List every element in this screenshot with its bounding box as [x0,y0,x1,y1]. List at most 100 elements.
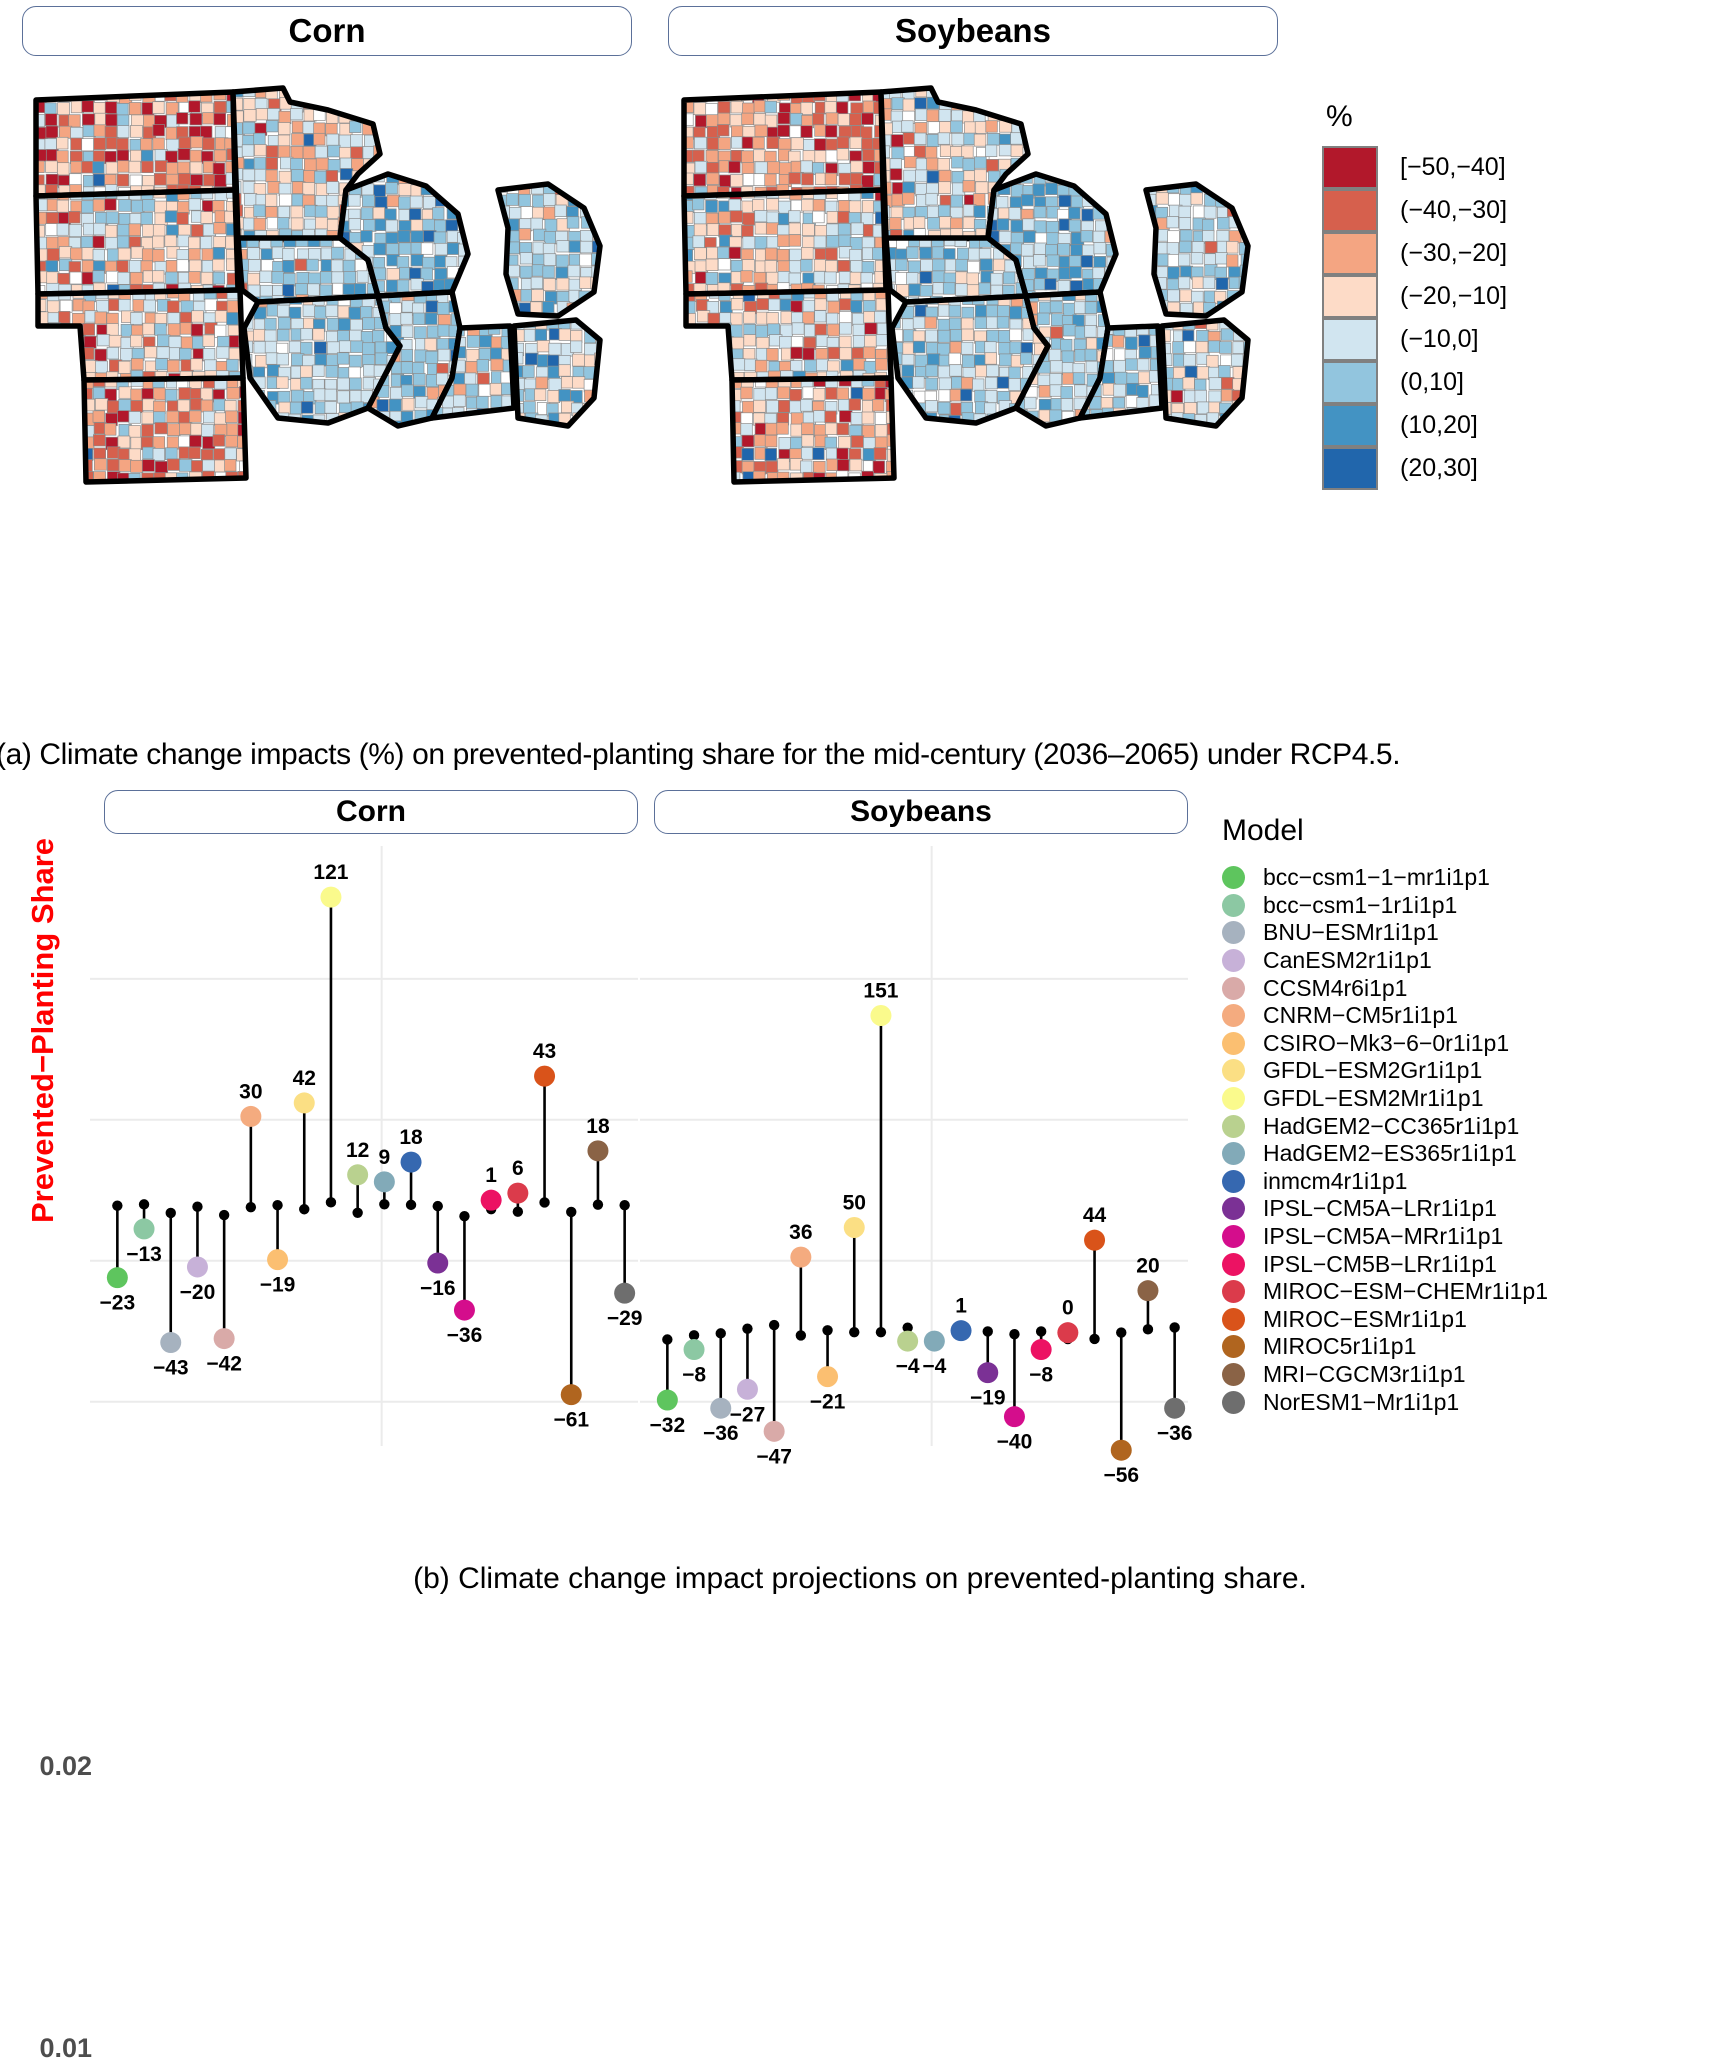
lollipop-item[interactable]: −32 [650,1334,686,1437]
lollipop-item[interactable]: 12 [346,1139,369,1219]
projection-dot[interactable] [1164,1397,1186,1419]
lollipop-item[interactable]: −61 [553,1206,589,1432]
projection-dot[interactable] [1084,1229,1106,1251]
lollipop-item[interactable]: −8 [682,1330,706,1387]
lollipop-item[interactable]: −4 [896,1322,920,1378]
projection-dot[interactable] [293,1092,315,1114]
projection-dot[interactable] [763,1420,785,1442]
model-legend-item[interactable]: CanESM2r1i1p1 [1222,947,1702,975]
model-legend-item[interactable]: IPSL−CM5A−MRr1i1p1 [1222,1223,1702,1251]
model-legend-item[interactable]: MIROC5r1i1p1 [1222,1333,1702,1361]
projection-dot[interactable] [1030,1339,1052,1361]
projection-dot[interactable] [710,1397,732,1419]
model-legend-item[interactable]: inmcm4r1i1p1 [1222,1168,1702,1196]
model-legend-item[interactable]: HadGEM2−CC365r1i1p1 [1222,1112,1702,1140]
lollipop-item[interactable]: −19 [970,1326,1006,1410]
model-legend-item[interactable]: GFDL−ESM2Gr1i1p1 [1222,1057,1702,1085]
lollipop-item[interactable]: 36 [789,1221,813,1341]
projection-dot[interactable] [923,1330,945,1352]
projection-dot[interactable] [870,1005,892,1027]
lollipop-item[interactable]: −36 [447,1210,483,1347]
projection-dot[interactable] [817,1366,839,1388]
projection-dot[interactable] [267,1249,289,1271]
lollipop-item[interactable]: 6 [507,1157,529,1217]
model-legend-item[interactable]: HadGEM2−ES365r1i1p1 [1222,1140,1702,1168]
lollipop-item[interactable]: −56 [1103,1327,1139,1487]
lollipop-item[interactable]: −8 [1029,1326,1053,1387]
projection-dot[interactable] [897,1330,919,1352]
lollipop-item[interactable]: 151 [863,980,899,1338]
projection-dot[interactable] [1003,1406,1025,1428]
projection-dot[interactable] [320,886,342,908]
model-legend-item[interactable]: NorESM1−Mr1i1p1 [1222,1388,1702,1416]
model-legend-item[interactable]: IPSL−CM5A−LRr1i1p1 [1222,1195,1702,1223]
lollipop-item[interactable]: 1 [480,1164,502,1215]
model-legend-item[interactable]: bcc−csm1−1−mr1i1p1 [1222,864,1702,892]
projection-dot[interactable] [977,1362,999,1384]
lollipop-item[interactable]: −4 [922,1330,947,1379]
projection-dot[interactable] [213,1328,235,1350]
projection-dot[interactable] [160,1332,182,1354]
model-legend-item[interactable]: GFDL−ESM2Mr1i1p1 [1222,1085,1702,1113]
model-legend-item[interactable]: MRI−CGCM3r1i1p1 [1222,1361,1702,1389]
lollipop-item[interactable]: 1 [950,1295,972,1342]
projection-dot[interactable] [614,1282,636,1304]
lollipop-item[interactable]: −40 [997,1329,1033,1454]
model-legend-item[interactable]: BNU−ESMr1i1p1 [1222,919,1702,947]
projection-dot[interactable] [790,1246,812,1268]
lollipop-item[interactable]: −27 [730,1323,766,1426]
projection-dot[interactable] [560,1384,582,1406]
lollipop-item[interactable]: −21 [810,1325,846,1414]
projection-dot[interactable] [133,1218,155,1240]
lollipop-item[interactable]: −13 [126,1199,162,1266]
projection-dot[interactable] [656,1389,678,1411]
projection-dot[interactable] [106,1267,128,1289]
projection-dot[interactable] [736,1378,758,1400]
projection-dot[interactable] [1057,1322,1079,1344]
projection-dot[interactable] [534,1065,556,1087]
lollipop-item[interactable]: −36 [1157,1322,1193,1445]
lollipop-item[interactable]: −36 [703,1328,739,1445]
lollipop-item[interactable]: 20 [1136,1255,1160,1335]
model-legend-item[interactable]: bcc−csm1−1r1i1p1 [1222,892,1702,920]
projection-dot[interactable] [453,1299,475,1321]
model-legend-item[interactable]: CNRM−CM5r1i1p1 [1222,1002,1702,1030]
projection-dot[interactable] [240,1105,262,1127]
lollipop-item[interactable]: −20 [180,1201,216,1304]
projection-dot[interactable] [587,1140,609,1162]
lollipop-item[interactable]: 18 [586,1115,610,1210]
model-legend-item[interactable]: MIROC−ESMr1i1p1 [1222,1306,1702,1334]
lollipop-item[interactable]: −19 [260,1199,296,1297]
projection-dot[interactable] [480,1189,502,1211]
projection-dot[interactable] [1137,1280,1159,1302]
lollipop-item[interactable]: 18 [399,1126,423,1211]
projection-dot[interactable] [1110,1439,1132,1461]
lollipop-item[interactable]: −16 [420,1200,456,1300]
lollipop-item[interactable]: 50 [843,1191,866,1338]
model-legend-item[interactable]: MIROC−ESM−CHEMr1i1p1 [1222,1278,1702,1306]
projection-dot[interactable] [347,1164,369,1186]
projection-dot[interactable] [373,1171,395,1193]
projection-dot[interactable] [683,1339,705,1361]
projection-dot[interactable] [400,1151,422,1173]
lollipop-item[interactable]: 43 [533,1040,556,1208]
lollipop-item[interactable]: −29 [607,1199,643,1330]
lollipop-item[interactable]: −42 [206,1209,242,1376]
lollipop-item[interactable]: 9 [373,1146,395,1210]
lollipop-item[interactable]: −23 [100,1200,136,1315]
lollipop-item[interactable]: 121 [313,861,349,1208]
projection-dot[interactable] [427,1252,449,1274]
model-legend-item[interactable]: CSIRO−Mk3−6−0r1i1p1 [1222,1030,1702,1058]
projection-dot[interactable] [950,1320,972,1342]
projection-dot[interactable] [843,1216,865,1238]
lollipop-item[interactable]: 0 [1057,1297,1079,1345]
projection-dot[interactable] [507,1182,529,1204]
model-legend-item[interactable]: IPSL−CM5B−LRr1i1p1 [1222,1250,1702,1278]
lollipop-item[interactable]: 44 [1083,1204,1107,1345]
lollipop-item[interactable]: −43 [153,1207,189,1380]
lollipop-item[interactable]: 30 [239,1080,263,1213]
projection-dot[interactable] [186,1256,208,1278]
lollipop-item[interactable]: −47 [756,1319,792,1468]
model-legend-item[interactable]: CCSM4r6i1p1 [1222,974,1702,1002]
lollipop-item[interactable]: 42 [293,1067,316,1215]
